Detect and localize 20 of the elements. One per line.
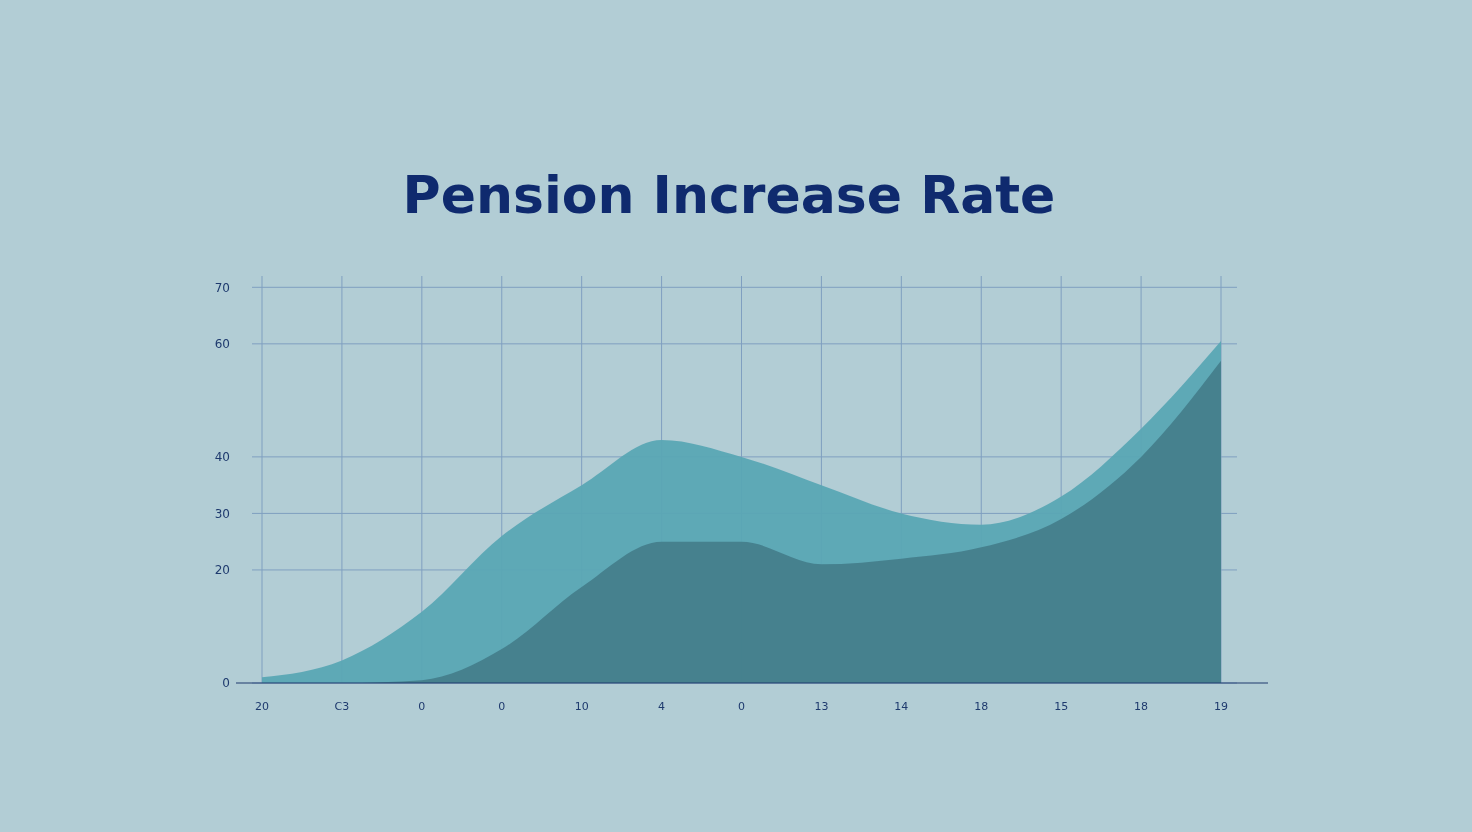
y-tick-label: 0 <box>222 676 230 691</box>
chart-title: Pension Increase Rate <box>402 165 1056 225</box>
x-tick-label: 18 <box>974 700 989 713</box>
y-tick-label: 40 <box>214 450 230 465</box>
x-tick-label: 19 <box>1214 700 1228 713</box>
y-tick-label: 60 <box>214 337 230 352</box>
x-tick-label: 15 <box>1054 700 1069 713</box>
x-tick-label: 13 <box>814 700 829 713</box>
y-tick-label: 20 <box>214 563 230 578</box>
x-tick-label: 14 <box>894 700 909 713</box>
x-tick-label: 0 <box>498 700 506 713</box>
x-tick-label: 18 <box>1134 700 1149 713</box>
x-tick-label: 0 <box>418 700 426 713</box>
x-tick-label: 20 <box>255 700 269 713</box>
x-tick-label: C3 <box>334 700 350 713</box>
y-tick-label: 70 <box>214 280 230 295</box>
x-tick-label: 10 <box>574 700 589 713</box>
x-tick-label: 0 <box>738 700 745 713</box>
y-tick-label: 30 <box>214 506 230 521</box>
x-tick-label: 4 <box>658 700 666 713</box>
